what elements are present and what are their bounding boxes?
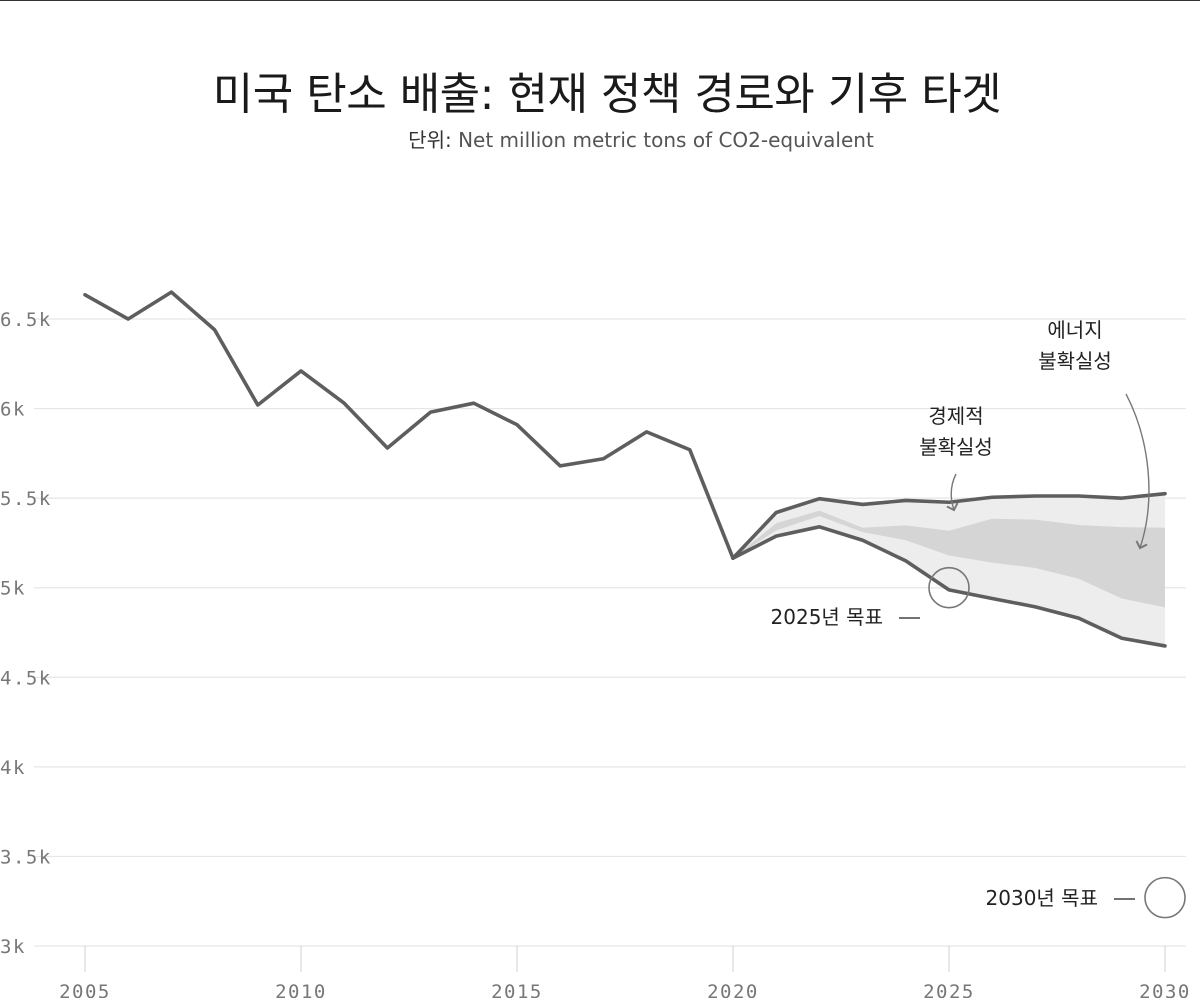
- x-tick-label-5: 2030: [1139, 981, 1191, 998]
- target-2025-circle: [928, 566, 970, 609]
- x-tick-label-0: 2005: [59, 981, 111, 998]
- y-axis: 3k 3.5k 4k 4.5k 5k 5.5k 6k 6.5k: [0, 309, 52, 958]
- target-2030: 2030년 목표: [986, 876, 1186, 919]
- y-tick-label-3: 4.5k: [0, 667, 52, 689]
- annotation-energy-line1: 에너지: [1047, 318, 1102, 342]
- top-rule: [0, 0, 1200, 1]
- series-line-projection-high: [731, 491, 1167, 560]
- chart-title: 미국 탄소 배출: 현재 정책 경로와 기후 타겟: [212, 69, 1002, 120]
- subtitle-text: Net million metric tons of CO2-equivalen…: [458, 128, 874, 152]
- annotation-economic: 경제적 불확실성: [919, 404, 993, 512]
- y-tick-label-2: 4k: [0, 757, 26, 779]
- annotation-economic-arrow: [946, 473, 959, 512]
- chart-subtitle: 단위: Net million metric tons of CO2-equiv…: [0, 124, 1200, 153]
- x-tick-label-2: 2015: [491, 981, 543, 998]
- y-tick-label-1: 3.5k: [0, 846, 52, 868]
- target-2025: 2025년 목표: [771, 566, 970, 629]
- target-2030-circle: [1144, 876, 1186, 919]
- annotation-energy-line2: 불확실성: [1038, 349, 1112, 373]
- grid-layer: [34, 318, 1186, 947]
- series-line-historical: [83, 290, 735, 560]
- band-inner-range: [733, 510, 1165, 608]
- annotation-energy-arrow: [1125, 393, 1150, 550]
- y-tick-label-6: 6k: [0, 399, 26, 421]
- target-2025-label: 2025년 목표: [771, 605, 883, 629]
- series-line-projection-low: [731, 525, 1167, 648]
- y-tick-label-7: 6.5k: [0, 309, 52, 331]
- target-2030-label: 2030년 목표: [986, 886, 1098, 910]
- series-lines: [83, 290, 1167, 648]
- subtitle-prefix: 단위:: [408, 128, 452, 152]
- y-tick-label-5: 5.5k: [0, 488, 52, 510]
- x-axis: 2005 2010 2015 2020 2025 2030: [59, 946, 1191, 998]
- x-tick-label-1: 2010: [275, 981, 327, 998]
- x-tick-label-3: 2020: [707, 981, 759, 998]
- annotation-economic-line2: 불확실성: [919, 435, 993, 459]
- x-tick-label-4: 2025: [923, 981, 975, 998]
- y-tick-label-4: 5k: [0, 578, 26, 600]
- annotation-economic-line1: 경제적: [928, 404, 983, 428]
- annotation-energy: 에너지 불확실성: [1038, 318, 1150, 550]
- y-tick-label-0: 3k: [0, 936, 26, 958]
